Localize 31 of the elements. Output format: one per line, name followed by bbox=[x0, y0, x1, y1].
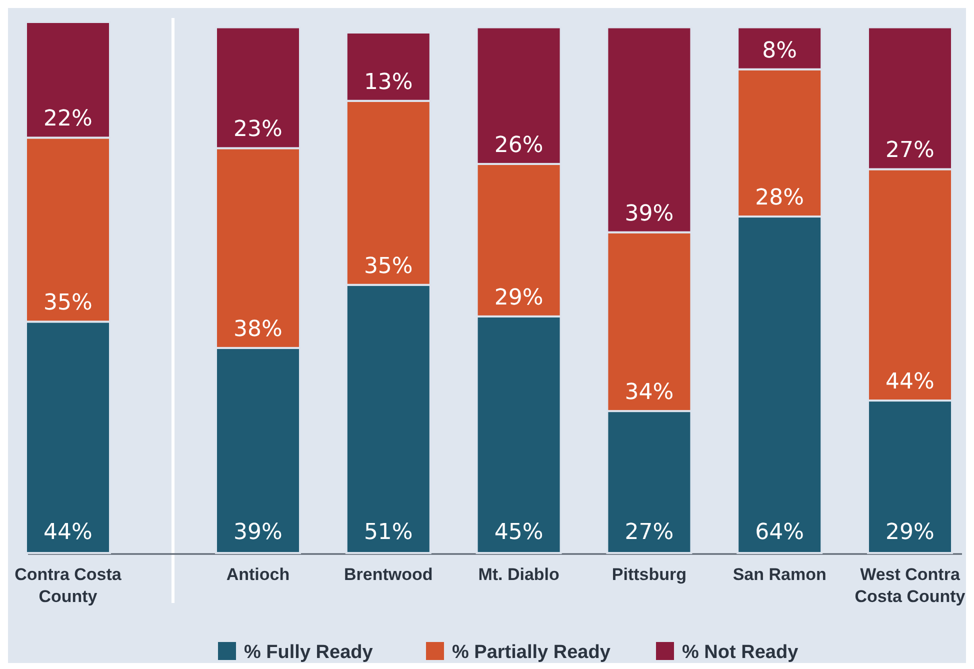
data-label: 38% bbox=[234, 316, 282, 342]
data-label: 44% bbox=[886, 370, 934, 395]
data-label: 44% bbox=[44, 520, 92, 545]
data-label: 13% bbox=[364, 70, 413, 95]
x-tick-label: Contra Costa County bbox=[14, 565, 122, 606]
data-label: 22% bbox=[44, 106, 92, 132]
data-label: 34% bbox=[624, 380, 674, 406]
data-label: 23% bbox=[234, 117, 282, 142]
data-label: 51% bbox=[364, 520, 413, 545]
data-label: 39% bbox=[624, 201, 674, 226]
data-label: 26% bbox=[494, 132, 544, 158]
legend-label: % Fully Ready bbox=[244, 642, 374, 663]
data-label: 45% bbox=[494, 520, 544, 545]
x-tick-label: Brentwood bbox=[344, 565, 433, 584]
data-label: 39% bbox=[234, 520, 282, 545]
data-label: 35% bbox=[364, 254, 413, 279]
data-label: 35% bbox=[44, 290, 92, 316]
data-label: 27% bbox=[624, 520, 674, 545]
data-label: 29% bbox=[886, 520, 934, 545]
data-label: 64% bbox=[755, 520, 804, 545]
x-tick-label: Pittsburg bbox=[612, 565, 687, 584]
data-label: 27% bbox=[886, 138, 934, 164]
data-label: 8% bbox=[762, 38, 798, 64]
data-label: 29% bbox=[494, 285, 544, 310]
x-tick-label: Mt. Diablo bbox=[478, 565, 560, 584]
legend-label: % Partially Ready bbox=[452, 642, 611, 663]
x-tick-label: West Contra Costa County bbox=[854, 565, 966, 606]
legend-label: % Not Ready bbox=[682, 642, 799, 663]
x-tick-label: San Ramon bbox=[732, 565, 826, 584]
x-tick-label: Antioch bbox=[226, 565, 290, 584]
data-label: 28% bbox=[755, 186, 804, 211]
